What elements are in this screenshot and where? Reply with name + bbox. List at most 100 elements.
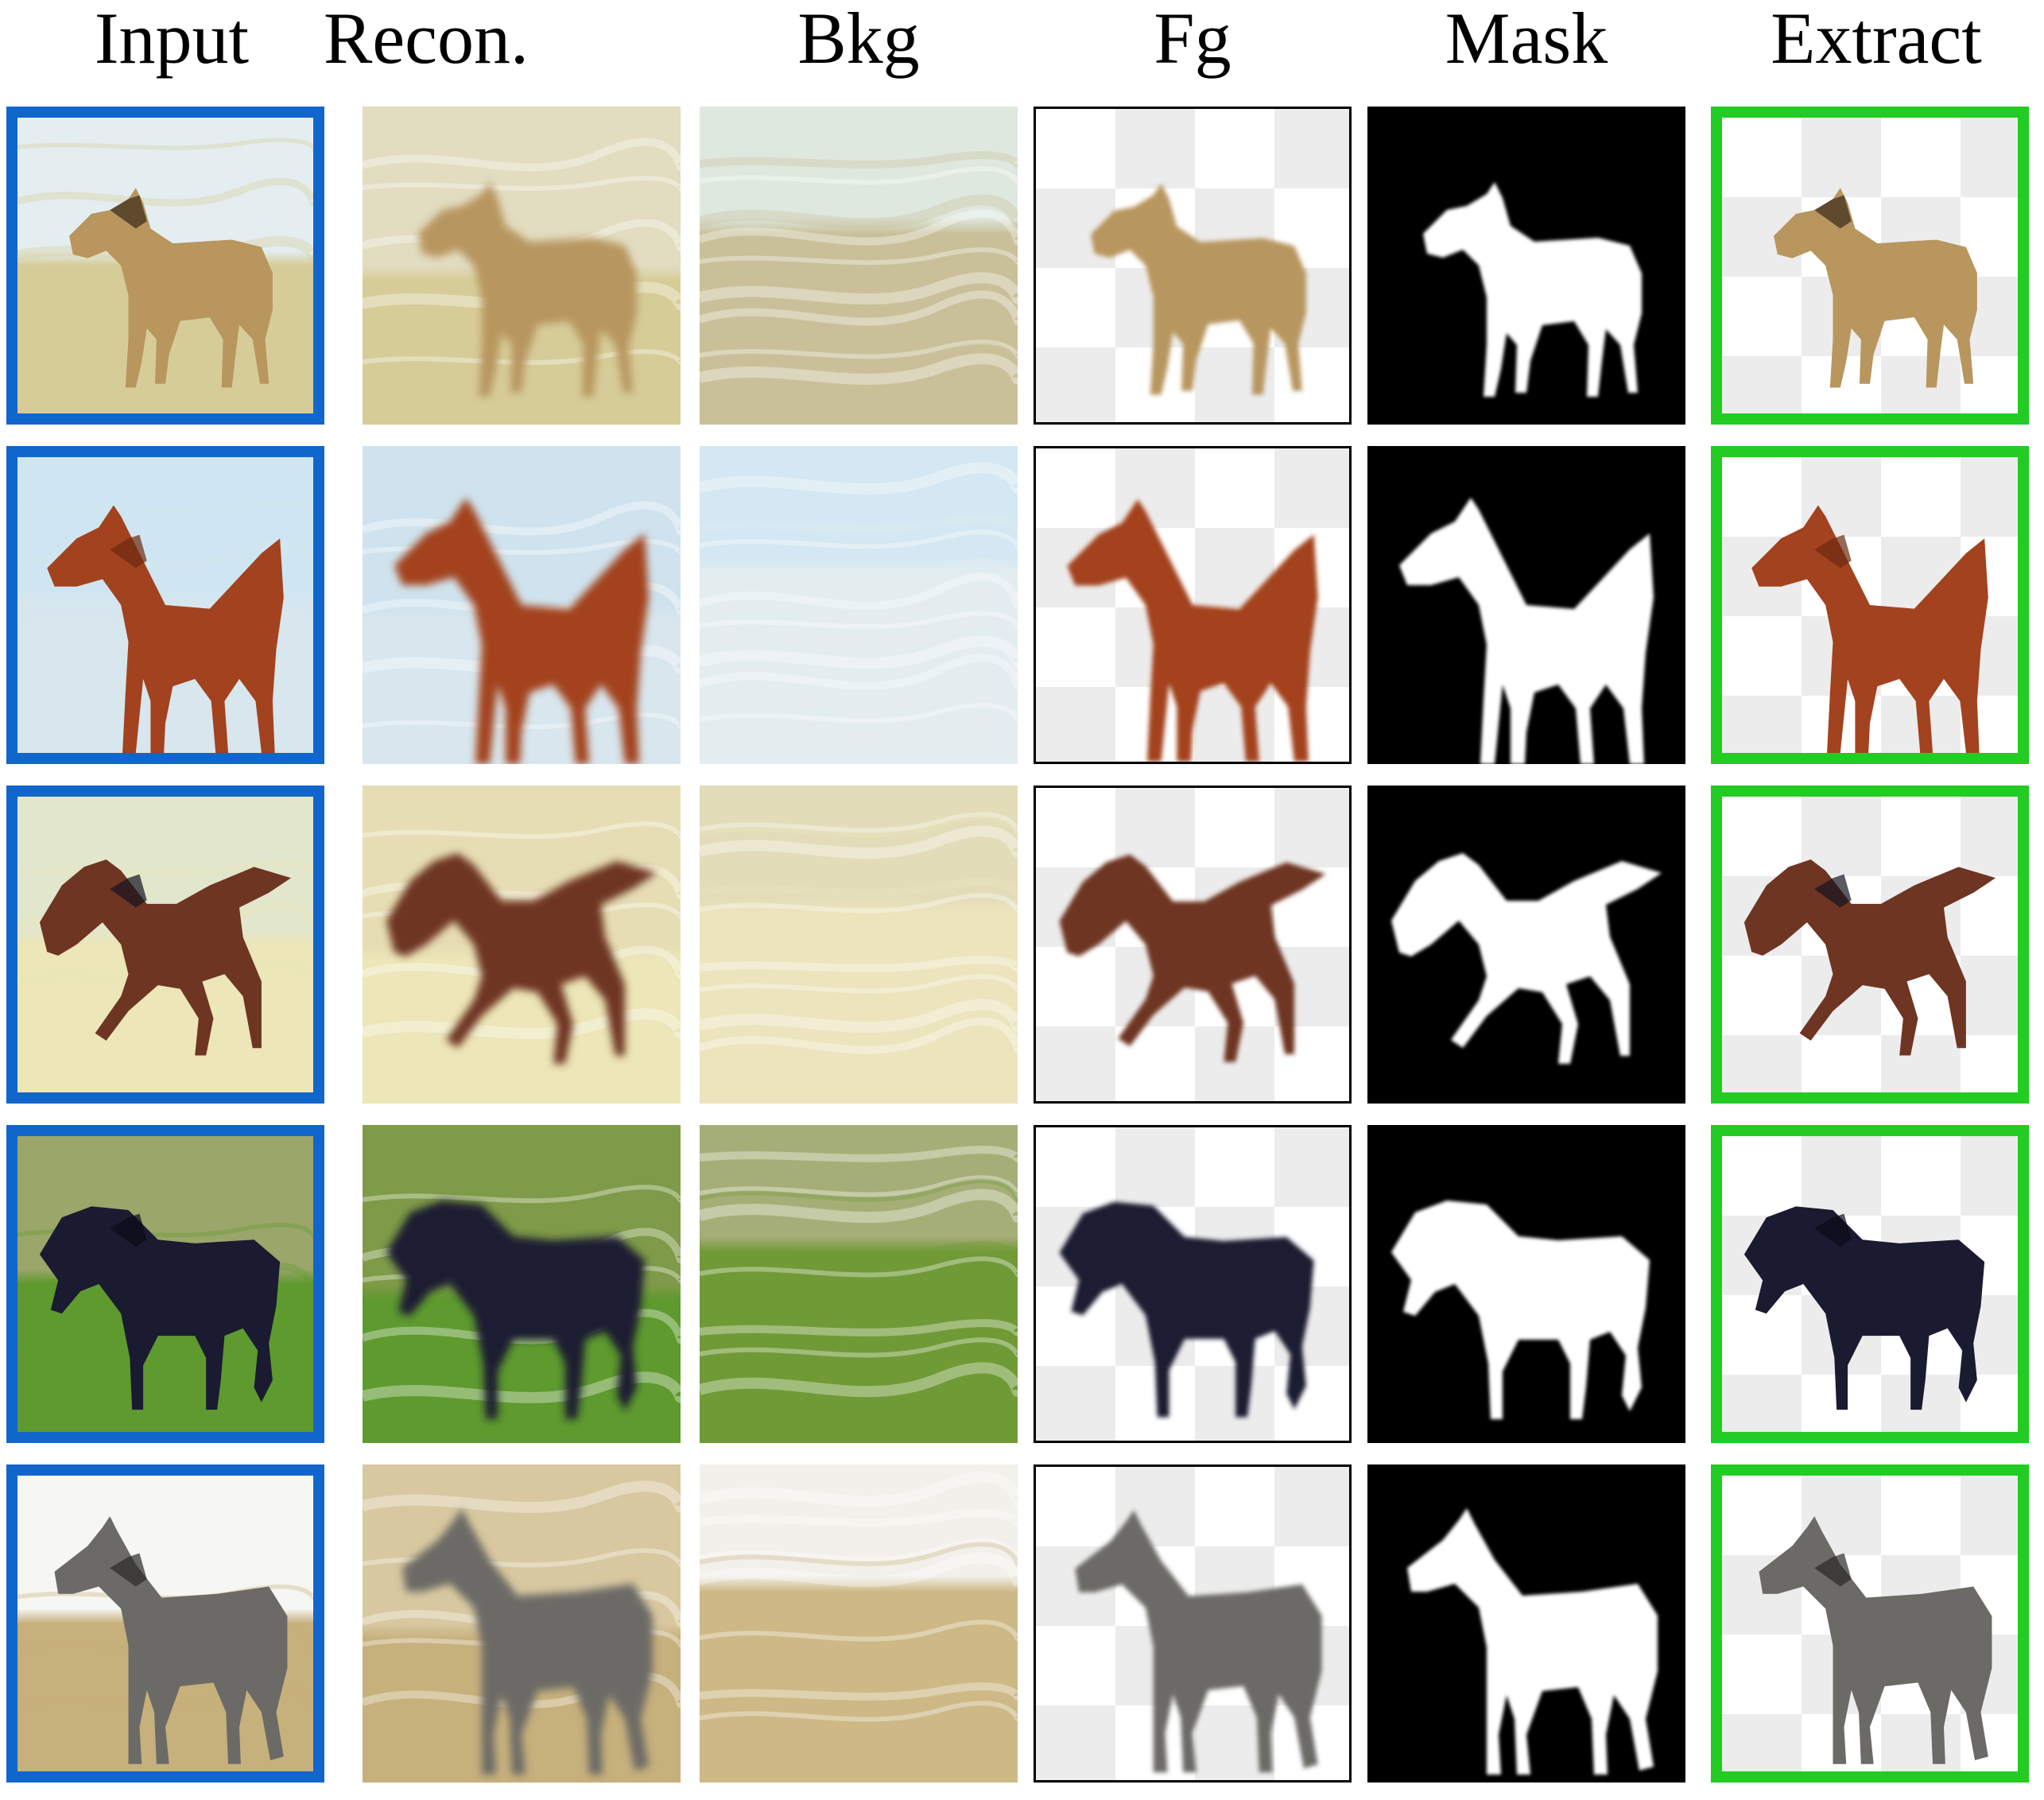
horse-silhouette xyxy=(1751,505,1988,753)
texture-swirl xyxy=(700,166,1018,185)
texture-swirl xyxy=(17,959,313,987)
texture-swirl xyxy=(700,1701,1018,1722)
texture-swirl xyxy=(700,194,1018,230)
extracted-object xyxy=(1743,1206,1985,1410)
cell-extract-row-4 xyxy=(1711,1125,2029,1443)
cell-bkg-row-2 xyxy=(700,446,1018,764)
cell-recon-row-1 xyxy=(363,107,681,425)
scene-background xyxy=(700,786,1018,1104)
horse-silhouette xyxy=(69,188,273,388)
cell-input-row-5 xyxy=(6,1464,324,1783)
reconstruction-image xyxy=(363,446,681,764)
cell-bkg-row-1 xyxy=(700,107,1018,425)
column-header-mask: Mask xyxy=(1445,0,1608,79)
texture-swirl xyxy=(700,974,1018,994)
texture-swirl xyxy=(700,209,1018,246)
background-image xyxy=(700,786,1018,1104)
texture-swirl xyxy=(700,1284,1018,1322)
mask-image xyxy=(1399,498,1654,764)
horse-silhouette xyxy=(1391,853,1662,1064)
cell-recon-row-3 xyxy=(363,786,681,1104)
cell-mask-row-5 xyxy=(1367,1464,1685,1783)
texture-swirl xyxy=(700,151,1018,169)
texture-swirl xyxy=(17,861,313,875)
mask-image xyxy=(1423,182,1642,397)
horse-silhouette xyxy=(386,853,657,1064)
foreground-image xyxy=(1067,499,1318,762)
texture-swirl xyxy=(17,177,313,207)
horse-silhouette xyxy=(1407,1508,1658,1775)
reconstruction-image xyxy=(363,107,681,425)
texture-swirl xyxy=(17,499,313,513)
texture-swirl xyxy=(700,1189,1018,1224)
horse-silhouette xyxy=(1059,1201,1314,1418)
texture-swirl xyxy=(700,530,1018,549)
horse-silhouette xyxy=(54,1516,288,1764)
texture-swirl xyxy=(363,1371,681,1403)
texture-swirl xyxy=(700,557,1018,594)
input-photo xyxy=(17,457,313,753)
cell-extract-row-3 xyxy=(1711,786,2029,1104)
texture-swirl xyxy=(700,825,1018,859)
horse-silhouette xyxy=(1423,182,1642,397)
cell-mask-row-1 xyxy=(1367,107,1685,425)
horse-mane xyxy=(1814,874,1852,908)
foreground-image xyxy=(1090,183,1306,395)
horse-silhouette xyxy=(1743,859,1996,1056)
texture-swirl xyxy=(700,262,1018,284)
texture-swirl xyxy=(700,572,1018,610)
column-header-recon: Recon. xyxy=(323,0,529,79)
column-header-extract: Extract xyxy=(1771,0,1982,79)
background-image xyxy=(700,446,1018,764)
texture-swirl xyxy=(700,1715,1018,1740)
horse-mane xyxy=(1814,534,1852,568)
column-header-input: Input xyxy=(94,0,250,79)
texture-swirl xyxy=(17,138,313,150)
texture-swirl xyxy=(700,1319,1018,1336)
foreground-image xyxy=(1059,854,1326,1062)
background-image xyxy=(700,107,1018,425)
input-photo xyxy=(17,1136,313,1432)
extracted-object xyxy=(1774,188,1977,388)
input-photo xyxy=(17,797,313,1092)
horse-silhouette xyxy=(1774,188,1977,388)
column-header-fg: Fg xyxy=(1154,0,1231,79)
horse-silhouette xyxy=(39,1206,281,1410)
texture-swirl xyxy=(700,339,1018,359)
texture-swirl xyxy=(363,1480,681,1513)
horse-mane xyxy=(110,195,147,229)
cell-fg-row-5 xyxy=(1034,1464,1352,1783)
texture-swirl xyxy=(700,290,1018,326)
texture-swirl xyxy=(700,1538,1018,1561)
cell-fg-row-3 xyxy=(1034,786,1352,1104)
horse-mane xyxy=(110,874,147,908)
texture-swirl xyxy=(700,1509,1018,1527)
horse-mane xyxy=(1814,1553,1852,1587)
input-photo xyxy=(17,118,313,413)
texture-swirl xyxy=(700,1175,1018,1197)
extracted-object xyxy=(1759,1516,1992,1764)
background-image xyxy=(700,1125,1018,1443)
mask-image xyxy=(1391,853,1662,1064)
horse-mane xyxy=(110,1553,147,1587)
foreground-image xyxy=(1059,1201,1314,1418)
texture-swirl xyxy=(700,956,1018,972)
texture-swirl xyxy=(700,343,1018,364)
cell-input-row-4 xyxy=(6,1125,324,1443)
texture-swirl xyxy=(700,514,1018,533)
texture-swirl xyxy=(363,349,681,366)
mask-image xyxy=(1391,1201,1650,1419)
horse-mane xyxy=(1814,1213,1852,1247)
reconstruction-image xyxy=(363,786,681,1104)
cell-fg-row-2 xyxy=(1034,446,1352,764)
cell-extract-row-2 xyxy=(1711,446,2029,764)
texture-swirl xyxy=(700,1256,1018,1278)
horse-silhouette xyxy=(1743,1206,1985,1410)
texture-swirl xyxy=(700,1241,1018,1262)
horse-silhouette xyxy=(39,859,292,1056)
texture-swirl xyxy=(700,1542,1018,1566)
texture-swirl xyxy=(700,635,1018,669)
texture-swirl xyxy=(700,1362,1018,1398)
cell-recon-row-4 xyxy=(363,1125,681,1443)
